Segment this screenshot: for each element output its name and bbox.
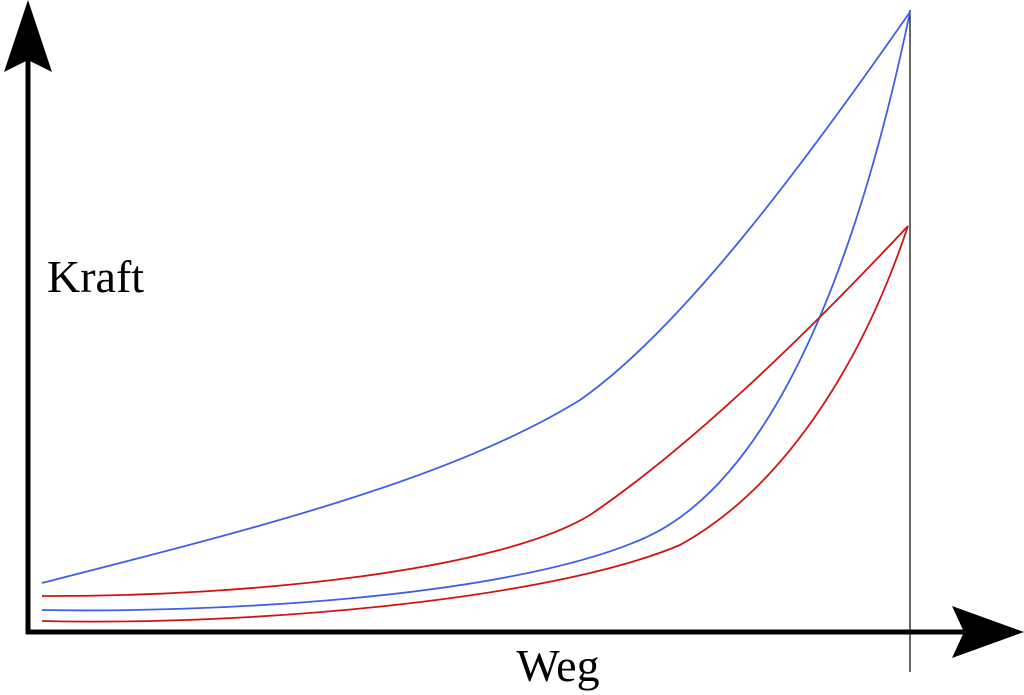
blue-unloading-curve xyxy=(41,11,911,612)
red-unloading-curve xyxy=(41,225,909,623)
red-loading-curve xyxy=(41,225,909,597)
blue-loading-curve xyxy=(41,11,911,584)
y-axis-arrow xyxy=(4,0,52,72)
x-axis-arrow xyxy=(952,606,1024,658)
y-axis-label: Kraft xyxy=(47,251,144,302)
x-axis-label: Weg xyxy=(516,640,599,691)
